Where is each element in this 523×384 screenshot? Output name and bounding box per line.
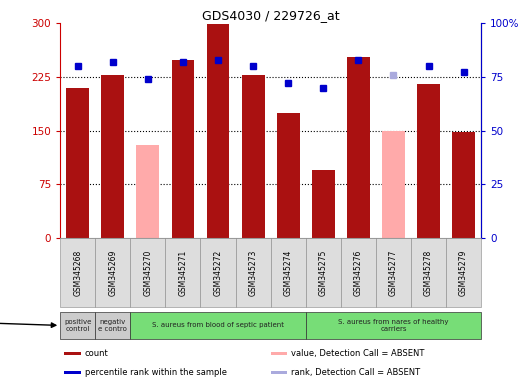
Bar (137, 145, 160, 238)
FancyBboxPatch shape (271, 371, 288, 374)
Text: GSM345277: GSM345277 (389, 250, 398, 296)
Text: GSM345278: GSM345278 (424, 250, 433, 296)
Bar (347, 58, 370, 238)
Title: GDS4030 / 229726_at: GDS4030 / 229726_at (202, 9, 339, 22)
FancyBboxPatch shape (60, 238, 95, 307)
Text: GSM345270: GSM345270 (143, 250, 152, 296)
FancyBboxPatch shape (130, 238, 165, 307)
Bar (312, 170, 335, 238)
FancyBboxPatch shape (64, 353, 81, 355)
Text: GSM345271: GSM345271 (178, 250, 187, 296)
Bar (242, 74, 265, 238)
Text: positive
control: positive control (64, 319, 92, 332)
FancyBboxPatch shape (60, 312, 95, 339)
Text: count: count (85, 349, 108, 358)
FancyBboxPatch shape (271, 353, 288, 355)
FancyBboxPatch shape (130, 312, 306, 339)
Text: GSM345269: GSM345269 (108, 250, 117, 296)
FancyBboxPatch shape (271, 238, 306, 307)
Bar (382, 131, 405, 238)
Text: GSM345274: GSM345274 (283, 250, 293, 296)
FancyBboxPatch shape (64, 371, 81, 374)
FancyBboxPatch shape (200, 238, 235, 307)
Text: S. aureus from nares of healthy
carriers: S. aureus from nares of healthy carriers (338, 319, 449, 332)
FancyBboxPatch shape (95, 312, 130, 339)
FancyBboxPatch shape (165, 238, 200, 307)
Bar (207, 25, 230, 238)
Text: GSM345273: GSM345273 (248, 250, 258, 296)
FancyBboxPatch shape (446, 238, 481, 307)
Text: value, Detection Call = ABSENT: value, Detection Call = ABSENT (291, 349, 424, 358)
Bar (417, 84, 440, 238)
FancyBboxPatch shape (306, 238, 341, 307)
FancyBboxPatch shape (235, 238, 271, 307)
Text: GSM345279: GSM345279 (459, 250, 468, 296)
Text: rank, Detection Call = ABSENT: rank, Detection Call = ABSENT (291, 367, 420, 377)
Bar (66, 88, 89, 238)
Text: GSM345268: GSM345268 (73, 250, 82, 296)
Text: negativ
e contro: negativ e contro (98, 319, 127, 332)
Text: GSM345276: GSM345276 (354, 250, 363, 296)
FancyBboxPatch shape (411, 238, 446, 307)
FancyBboxPatch shape (341, 238, 376, 307)
Text: S. aureus from blood of septic patient: S. aureus from blood of septic patient (152, 323, 284, 328)
Text: percentile rank within the sample: percentile rank within the sample (85, 367, 226, 377)
FancyBboxPatch shape (376, 238, 411, 307)
Text: GSM345272: GSM345272 (213, 250, 222, 296)
FancyBboxPatch shape (306, 312, 481, 339)
Text: GSM345275: GSM345275 (319, 250, 328, 296)
Bar (172, 60, 195, 238)
FancyBboxPatch shape (95, 238, 130, 307)
Text: infection: infection (0, 318, 56, 328)
Bar (101, 74, 124, 238)
Bar (277, 113, 300, 238)
Bar (452, 132, 475, 238)
